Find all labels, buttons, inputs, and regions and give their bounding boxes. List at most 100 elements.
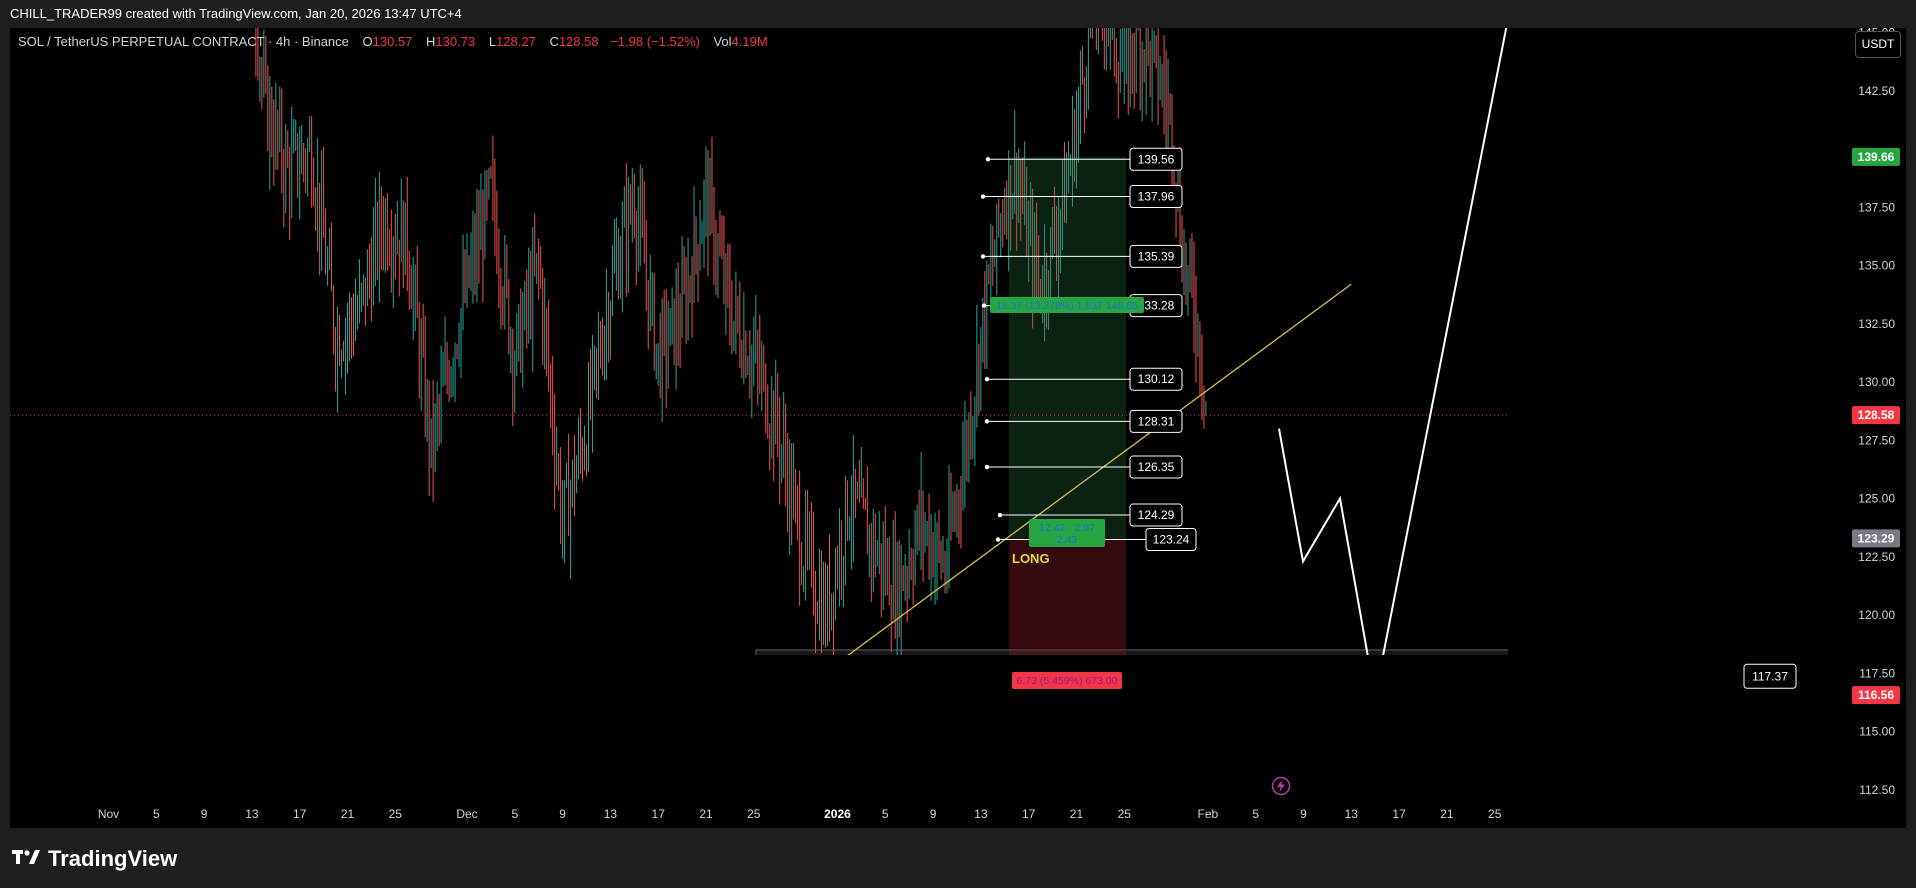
- level-label: 128.31: [1138, 414, 1175, 428]
- level-anchor: [985, 157, 991, 162]
- trendline[interactable]: [802, 283, 1352, 689]
- axis-price-tag: [1852, 406, 1900, 425]
- x-tick-label: 25: [1488, 807, 1502, 821]
- level-anchor: [769, 674, 773, 678]
- x-tick-label: 13: [1345, 807, 1359, 821]
- low-value: 128.27: [496, 34, 536, 49]
- y-tick-label: 132.50: [1858, 317, 1895, 331]
- tradingview-logo-icon: [12, 846, 42, 872]
- y-tick-label: 130.00: [1858, 375, 1895, 389]
- symbol-legend: SOL / TetherUS PERPETUAL CONTRACT · 4h ·…: [18, 34, 768, 49]
- level-label: 133.28: [1138, 299, 1175, 313]
- level-anchor: [984, 464, 990, 470]
- x-tick-label: 13: [245, 807, 259, 821]
- level-label: 124.29: [1138, 508, 1175, 522]
- plot-area[interactable]: 139.56 137.96 135.39 133.28 130.12 128.31 126.…: [10, 0, 1852, 697]
- level-box[interactable]: [1129, 147, 1183, 171]
- close-value: 128.58: [558, 34, 599, 49]
- x-tick-label: Feb: [1198, 807, 1219, 821]
- x-tick-label: 5: [1252, 807, 1259, 821]
- high-label: H: [426, 34, 436, 49]
- level-anchor: [984, 377, 990, 382]
- axis-price-tag-label: 123.29: [1858, 531, 1895, 545]
- level-anchor: [997, 512, 1003, 518]
- axis-price-tag-label: 139.66: [1858, 150, 1895, 164]
- x-tick-label: 17: [652, 807, 666, 821]
- x-tick-label: 13: [974, 807, 988, 821]
- level-anchor: [984, 419, 990, 424]
- x-tick-label: 21: [699, 807, 713, 821]
- x-tick-label: Nov: [98, 807, 119, 821]
- level-label: 135.39: [1138, 249, 1175, 263]
- level-box[interactable]: [1129, 185, 1183, 209]
- volume-value: 4.19M: [731, 34, 768, 49]
- risk-reward-ratio: 2.43: [1057, 534, 1078, 546]
- y-tick-label: 142.50: [1858, 84, 1895, 98]
- target-stat-label: 16.37 (13.278%) 1,637 148.65: [996, 300, 1138, 312]
- target-stat-box: [990, 297, 1144, 313]
- y-tick-label: 122.50: [1858, 550, 1895, 564]
- risk-reward-box: [1029, 519, 1105, 547]
- axis-price-tag: [1852, 147, 1900, 166]
- x-tick-label: 9: [201, 807, 208, 821]
- x-tick-label: 9: [1300, 807, 1307, 821]
- symbol-name: SOL / TetherUS PERPETUAL CONTRACT · 4h ·…: [18, 34, 349, 49]
- support-level-label: 117.37: [1752, 669, 1788, 683]
- currency-button[interactable]: USDT: [1855, 31, 1901, 58]
- axis-price-tag: [1852, 686, 1900, 705]
- chart-area[interactable]: [10, 28, 1906, 828]
- level-box[interactable]: [1129, 409, 1183, 433]
- brand-name: TradingView: [48, 846, 178, 871]
- footer-bar: [0, 828, 1916, 888]
- x-tick-label: 5: [511, 807, 518, 821]
- y-tick-label: 127.50: [1858, 433, 1895, 447]
- x-tick-label: 9: [559, 807, 566, 821]
- x-tick-label: 9: [930, 807, 937, 821]
- x-tick-label: 21: [1440, 807, 1454, 821]
- x-tick-label: 5: [153, 807, 160, 821]
- x-tick-label: 25: [1118, 807, 1132, 821]
- level-box[interactable]: [1129, 367, 1183, 391]
- position-side-label: LONG: [1012, 551, 1050, 566]
- x-tick-label: Dec: [456, 807, 477, 821]
- axis-price-tag: [1852, 529, 1900, 548]
- y-tick-label: 135.00: [1858, 259, 1895, 273]
- x-tick-label: 25: [747, 807, 761, 821]
- risk-reward-label: 12.42 · 2.97: [1039, 522, 1095, 534]
- bolt-icon[interactable]: [1271, 776, 1291, 796]
- x-tick-label: 25: [389, 807, 403, 821]
- level-box[interactable]: [1145, 528, 1197, 552]
- y-tick-label: 125.00: [1858, 492, 1895, 506]
- close-label: C: [549, 34, 559, 49]
- y-tick-label: 112.50: [1859, 783, 1895, 797]
- change-value: −1.98 (−1.52%): [610, 34, 700, 49]
- level-anchor: [980, 254, 986, 259]
- level-box[interactable]: [1129, 503, 1183, 527]
- level-label: 137.96: [1138, 190, 1175, 204]
- tradingview-logo[interactable]: TradingView: [12, 846, 177, 872]
- y-tick-label: 117.50: [1859, 666, 1895, 680]
- support-level-box[interactable]: [1743, 663, 1797, 689]
- x-tick-label: 17: [1022, 807, 1036, 821]
- level-anchor: [981, 303, 987, 308]
- target-zone[interactable]: [1009, 156, 1126, 539]
- level-box[interactable]: [1129, 455, 1183, 479]
- x-tick-label: 17: [293, 807, 307, 821]
- level-label: 123.24: [1153, 533, 1190, 547]
- low-label: L: [488, 34, 497, 49]
- x-tick-label: 5: [882, 807, 889, 821]
- level-label: 126.35: [1138, 460, 1175, 474]
- y-tick-label: 120.00: [1858, 608, 1895, 622]
- open-value: 130.57: [372, 34, 413, 49]
- stop-zone[interactable]: [1009, 538, 1126, 695]
- level-label: 130.12: [1138, 372, 1175, 386]
- x-tick-label: 21: [341, 807, 355, 821]
- axis-price-tag-label: 116.56: [1858, 688, 1894, 702]
- level-box[interactable]: [1129, 244, 1183, 268]
- projection-path[interactable]: [1278, 0, 1541, 697]
- level-label: 139.56: [1138, 152, 1175, 166]
- support-zone[interactable]: [755, 649, 1852, 694]
- attribution-text: CHILL_TRADER99 created with TradingView.…: [10, 6, 462, 21]
- level-anchor: [980, 194, 986, 199]
